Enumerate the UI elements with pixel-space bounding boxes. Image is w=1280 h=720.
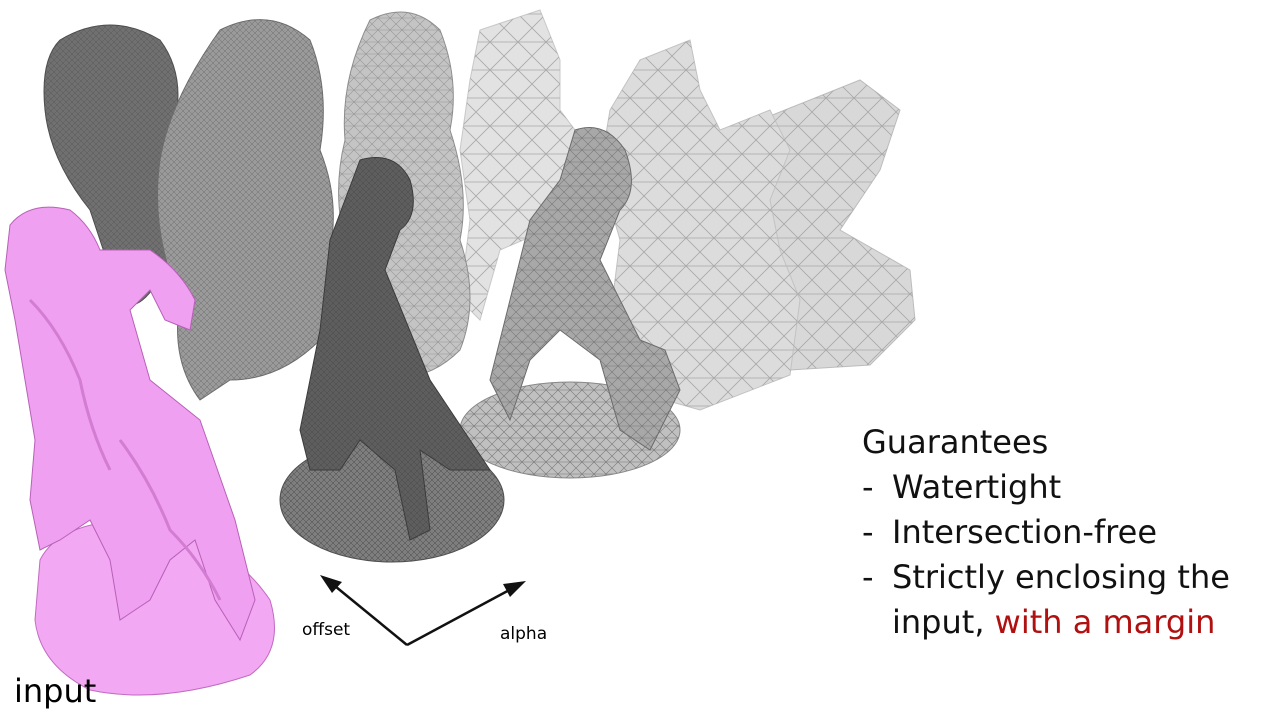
- alpha-axis-label: alpha: [500, 624, 548, 644]
- guarantee-text: Strictly enclosing the input,: [892, 558, 1230, 641]
- arrow-up-left-icon: [329, 581, 408, 646]
- bullet-dash: -: [862, 468, 874, 506]
- mesh-medium-coarse: [459, 9, 591, 321]
- mesh-offset-medium: [157, 19, 344, 401]
- mesh-offset-large: [43, 24, 186, 306]
- mesh-coarse: [599, 39, 801, 411]
- guarantee-text: Intersection-free: [892, 513, 1157, 551]
- guarantee-item: - Watertight: [862, 465, 1272, 510]
- bullet-dash: -: [862, 513, 874, 551]
- input-label: input: [14, 672, 97, 710]
- mesh-alpha-medium: [489, 127, 681, 451]
- guarantee-highlight: with a margin: [994, 603, 1216, 641]
- offset-axis-label: offset: [302, 620, 351, 640]
- guarantee-item: - Intersection-free: [862, 510, 1272, 555]
- guarantees-title: Guarantees: [862, 423, 1049, 461]
- direction-arrows: [320, 575, 526, 647]
- guarantee-item: - Strictly enclosing the input, with a m…: [862, 555, 1272, 645]
- bullet-dash: -: [862, 558, 874, 596]
- input-mesh: [4, 206, 275, 696]
- guarantee-text: Watertight: [892, 468, 1062, 506]
- mesh-offset-dense: [299, 157, 491, 541]
- arrow-up-right-icon: [406, 585, 516, 647]
- guarantees-panel: Guarantees - Watertight - Intersection-f…: [862, 420, 1272, 645]
- guarantees-list: - Watertight - Intersection-free - Stric…: [862, 465, 1272, 645]
